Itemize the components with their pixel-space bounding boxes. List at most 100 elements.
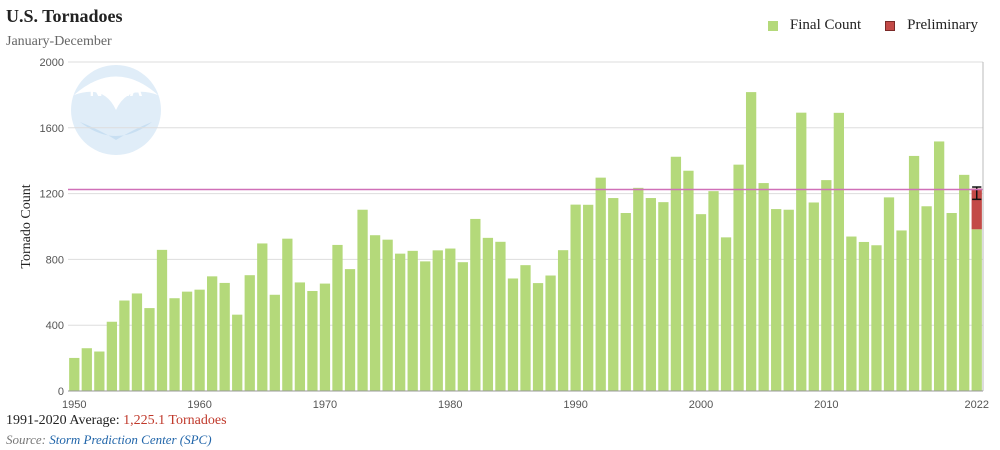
bar-final-1999 (683, 170, 694, 391)
bar-preliminary-2022 (971, 188, 982, 230)
bar-final-2019 (933, 141, 945, 391)
noaa-logo-text: NOAA (90, 80, 143, 100)
bar-final-1973 (357, 209, 368, 391)
bar-final-2008 (796, 112, 807, 391)
bar-final-1979 (432, 250, 443, 391)
bar-final-2017 (908, 155, 920, 391)
bar-final-1998 (670, 156, 682, 391)
y-tick-label: 400 (46, 320, 64, 332)
bar-final-1982 (470, 218, 481, 391)
bar-final-1963 (232, 314, 243, 391)
bar-final-1961 (207, 276, 218, 391)
bar-final-2009 (808, 202, 819, 391)
bar-final-1956 (144, 308, 155, 391)
bar-final-2002 (720, 237, 732, 391)
legend-label-final: Final Count (789, 17, 862, 33)
source-note: Source: Storm Prediction Center (SPC) (6, 432, 212, 448)
bar-final-1992 (595, 177, 606, 391)
bar-final-1996 (645, 198, 656, 391)
bar-final-2015 (883, 197, 895, 391)
source-prefix: Source: (6, 432, 50, 447)
bar-final-1984 (495, 241, 506, 391)
bar-final-1988 (545, 275, 556, 391)
y-tick-label: 800 (46, 254, 64, 266)
bar-final-2010 (821, 180, 832, 391)
legend-item-final[interactable]: Final Count (767, 17, 862, 34)
average-note: 1991-2020 Average: 1,225.1 Tornadoes (6, 413, 227, 429)
bar-final-1995 (633, 187, 644, 391)
bar-final-1960 (194, 289, 205, 391)
source-link[interactable]: Storm Prediction Center (SPC) (49, 432, 212, 447)
bar-final-1975 (382, 239, 393, 391)
bar-final-2016 (896, 230, 907, 391)
bar-final-1977 (407, 250, 418, 391)
bar-final-2003 (733, 164, 744, 391)
x-tick-label: 1970 (313, 399, 337, 411)
x-tick-label: 1980 (438, 399, 462, 411)
bar-final-1991 (583, 204, 594, 391)
bar-final-1962 (219, 282, 230, 391)
y-axis-label: Tornado Count (19, 184, 34, 268)
bar-final-1970 (319, 283, 331, 391)
bar-final-2007 (783, 209, 794, 391)
x-tick-label: 1950 (62, 399, 86, 411)
bar-final-1986 (520, 265, 531, 391)
bar-final-1957 (156, 249, 168, 391)
noaa-logo: NOAA (71, 65, 161, 155)
x-tick-label: 2010 (814, 399, 838, 411)
bar-final-1953 (106, 321, 118, 391)
bar-final-1966 (269, 294, 280, 391)
bar-final-2011 (833, 112, 844, 391)
bar-final-1981 (457, 262, 468, 391)
bar-final-2004 (745, 92, 757, 391)
bar-final-1993 (608, 198, 619, 391)
y-tick-label: 2000 (40, 57, 64, 69)
bar-final-1969 (307, 290, 318, 391)
bar-final-1997 (658, 202, 669, 391)
bar-final-2018 (921, 206, 932, 391)
bar-final-1952 (94, 351, 105, 391)
chart-title: U.S. Tornadoes (6, 6, 123, 26)
bar-final-1980 (445, 248, 456, 391)
bar-final-2014 (871, 245, 882, 391)
bar-final-1955 (131, 293, 143, 391)
average-value: 1,225.1 Tornadoes (123, 413, 227, 428)
bar-final-1990 (570, 204, 581, 391)
legend-item-preliminary[interactable]: Preliminary (885, 17, 978, 34)
bar-final-1989 (557, 250, 569, 391)
y-tick-label: 1200 (40, 189, 64, 201)
bar-final-1974 (369, 235, 381, 391)
x-tick-label: 2022 (964, 399, 988, 411)
bar-final-2012 (846, 236, 857, 391)
bar-final-1987 (532, 283, 544, 391)
bar-final-2020 (946, 213, 957, 391)
chart-subtitle: January-December (6, 34, 112, 49)
bar-final-2005 (758, 183, 769, 391)
x-tick-label: 1990 (563, 399, 587, 411)
bar-final-1971 (332, 244, 343, 391)
bar-final-2021 (959, 174, 970, 391)
x-tick-label: 2000 (689, 399, 713, 411)
bar-final-1985 (507, 278, 519, 391)
bar-final-1950 (69, 357, 80, 391)
bar-final-2006 (771, 209, 782, 391)
bar-final-1968 (294, 282, 306, 391)
bar-final-2000 (695, 214, 707, 391)
y-tick-label: 0 (58, 386, 64, 398)
bar-final-1951 (81, 348, 92, 391)
bar-final-2022 (971, 229, 982, 391)
bar-final-1954 (119, 300, 130, 391)
bar-final-1972 (344, 269, 356, 391)
y-tick-label: 1600 (40, 123, 64, 135)
legend: Final Count Preliminary (744, 17, 978, 34)
bar-final-1976 (395, 253, 406, 391)
legend-swatch-final (767, 20, 778, 31)
bar-final-1958 (169, 298, 180, 391)
x-tick-label: 1960 (187, 399, 211, 411)
bar-final-1978 (420, 261, 431, 391)
bar-final-1983 (482, 237, 494, 391)
bar-final-2001 (708, 191, 719, 391)
bar-final-1994 (620, 213, 631, 391)
legend-swatch-preliminary (885, 20, 896, 31)
